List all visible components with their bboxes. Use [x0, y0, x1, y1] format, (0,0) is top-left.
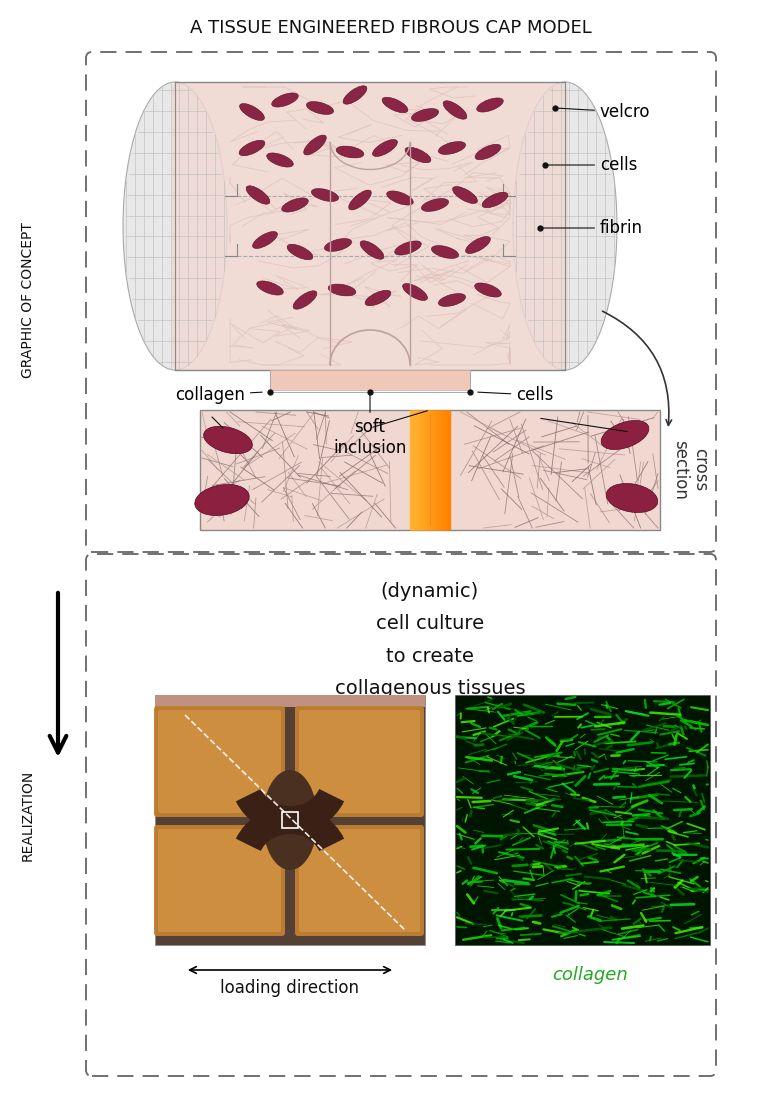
Ellipse shape: [311, 189, 339, 201]
FancyBboxPatch shape: [270, 370, 470, 390]
Text: REALIZATION: REALIZATION: [21, 769, 35, 861]
FancyBboxPatch shape: [295, 706, 424, 817]
Ellipse shape: [439, 141, 465, 155]
FancyBboxPatch shape: [154, 706, 285, 817]
Ellipse shape: [432, 245, 458, 259]
Ellipse shape: [203, 427, 253, 454]
FancyBboxPatch shape: [299, 829, 420, 932]
Ellipse shape: [343, 86, 367, 104]
Ellipse shape: [475, 145, 501, 160]
Ellipse shape: [287, 244, 313, 260]
FancyBboxPatch shape: [295, 825, 424, 936]
Ellipse shape: [303, 135, 326, 155]
FancyBboxPatch shape: [158, 711, 281, 813]
Ellipse shape: [477, 98, 504, 112]
Ellipse shape: [465, 236, 490, 253]
Ellipse shape: [282, 198, 308, 212]
FancyBboxPatch shape: [155, 695, 425, 945]
Ellipse shape: [513, 82, 617, 370]
Ellipse shape: [395, 241, 421, 255]
Ellipse shape: [271, 93, 298, 107]
Ellipse shape: [267, 152, 293, 167]
Ellipse shape: [239, 104, 264, 120]
Ellipse shape: [403, 284, 428, 301]
Ellipse shape: [405, 147, 431, 162]
Ellipse shape: [325, 239, 352, 252]
Ellipse shape: [307, 102, 334, 115]
Text: loading direction: loading direction: [221, 979, 360, 997]
Text: cells: cells: [547, 156, 637, 173]
Text: velcro: velcro: [558, 103, 651, 122]
Ellipse shape: [453, 187, 478, 203]
Text: fibrin: fibrin: [543, 219, 643, 236]
Ellipse shape: [293, 291, 317, 309]
FancyBboxPatch shape: [455, 695, 710, 945]
Ellipse shape: [365, 291, 391, 306]
FancyBboxPatch shape: [175, 82, 565, 370]
Text: cells: cells: [478, 386, 554, 404]
Ellipse shape: [421, 199, 449, 211]
Ellipse shape: [239, 140, 265, 156]
Ellipse shape: [382, 97, 408, 113]
Text: cross
section: cross section: [671, 440, 709, 499]
Ellipse shape: [123, 82, 227, 370]
Text: soft
inclusion: soft inclusion: [333, 394, 407, 456]
Text: (dynamic)
cell culture
to create
collagenous tissues: (dynamic) cell culture to create collage…: [335, 581, 526, 698]
Ellipse shape: [387, 191, 414, 206]
Ellipse shape: [443, 101, 467, 119]
FancyBboxPatch shape: [158, 829, 281, 932]
Ellipse shape: [372, 139, 397, 157]
Ellipse shape: [336, 146, 364, 158]
Ellipse shape: [263, 770, 317, 870]
Ellipse shape: [360, 241, 384, 260]
FancyBboxPatch shape: [172, 82, 568, 370]
FancyBboxPatch shape: [155, 695, 425, 707]
FancyBboxPatch shape: [154, 825, 285, 936]
Text: collagen: collagen: [175, 386, 262, 404]
Text: GRAPHIC OF CONCEPT: GRAPHIC OF CONCEPT: [21, 222, 35, 378]
Ellipse shape: [256, 281, 283, 295]
Ellipse shape: [482, 192, 508, 208]
Ellipse shape: [195, 484, 249, 516]
Ellipse shape: [601, 421, 649, 450]
Ellipse shape: [606, 484, 658, 513]
Ellipse shape: [328, 284, 356, 296]
Ellipse shape: [246, 186, 270, 204]
Ellipse shape: [349, 190, 371, 210]
Text: A TISSUE ENGINEERED FIBROUS CAP MODEL: A TISSUE ENGINEERED FIBROUS CAP MODEL: [190, 19, 592, 36]
FancyBboxPatch shape: [200, 410, 660, 530]
FancyBboxPatch shape: [299, 711, 420, 813]
Text: collagen: collagen: [552, 966, 628, 983]
Ellipse shape: [439, 294, 465, 306]
Ellipse shape: [475, 283, 501, 297]
Ellipse shape: [411, 108, 439, 122]
Ellipse shape: [253, 232, 278, 249]
